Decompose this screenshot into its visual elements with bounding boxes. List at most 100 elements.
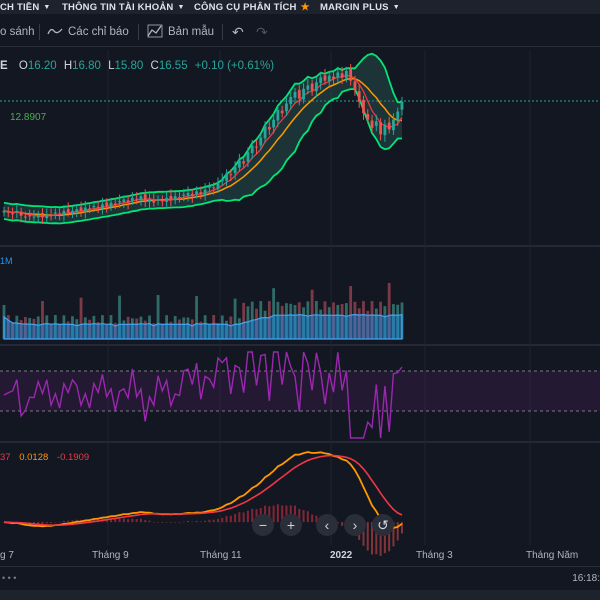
volume-bar: [353, 301, 357, 339]
volume-bar: [289, 303, 293, 339]
candle-body: [41, 212, 44, 218]
candle-body: [96, 206, 100, 208]
volume-bar: [45, 315, 49, 339]
macd-histogram-bar: [379, 522, 382, 556]
indicators-button[interactable]: Các chỉ báo: [47, 18, 129, 46]
volume-bar: [212, 315, 216, 339]
undo-icon[interactable]: ↶: [232, 23, 244, 40]
macd-histogram-bar: [238, 512, 241, 523]
volume-bar: [130, 318, 134, 339]
candle-body: [323, 75, 327, 81]
templates-button[interactable]: Bản mẫu: [147, 18, 214, 46]
volume-bar: [379, 301, 383, 339]
candle-body: [379, 122, 383, 135]
close-label: C: [150, 60, 159, 72]
zoom-out-button[interactable]: −: [252, 514, 274, 536]
macd-histogram-bar: [229, 515, 232, 523]
volume-bar: [199, 321, 203, 339]
candle-body: [71, 210, 74, 214]
nav-item-thong-tin-tai-khoan[interactable]: THÔNG TIN TÀI KHOẢN ▼: [62, 0, 185, 14]
high-value: 16.80: [72, 60, 101, 72]
compare-button[interactable]: o sánh: [0, 18, 35, 46]
time-axis-label: 2022: [330, 550, 353, 561]
macd-histogram-bar: [182, 521, 185, 523]
nav-item-label: CÔNG CỤ PHÂN TÍCH: [194, 1, 297, 13]
low-value: 15.80: [114, 60, 144, 72]
candle-body: [148, 199, 151, 202]
macd-histogram-bar: [67, 520, 70, 523]
candle-body: [306, 85, 310, 90]
macd-histogram-bar: [396, 522, 399, 541]
redo-icon[interactable]: ↷: [256, 23, 268, 40]
nav-item-margin-plus[interactable]: MARGIN PLUS ▼: [320, 0, 400, 14]
candle-body: [383, 124, 387, 136]
macd-histogram-bar: [225, 515, 228, 523]
volume-bar: [259, 301, 263, 339]
candle-body: [237, 160, 241, 168]
volume-bar: [263, 310, 267, 339]
volume-bar: [306, 301, 310, 339]
candle-body: [357, 91, 361, 102]
candle-body: [126, 200, 130, 203]
macd-histogram-bar: [246, 510, 249, 523]
more-icon[interactable]: • • •: [2, 573, 17, 583]
volume-bar: [23, 317, 27, 339]
candle-body: [143, 194, 147, 202]
macd-histogram-bar: [54, 522, 57, 523]
candle-body: [396, 111, 400, 121]
candle-body: [349, 68, 353, 81]
macd-histogram-bar: [169, 522, 172, 523]
volume-bar: [66, 321, 70, 339]
templates-icon: [147, 24, 163, 41]
candle-body: [220, 179, 224, 182]
candle-body: [109, 202, 113, 207]
candle-body: [19, 211, 23, 216]
macd-histogram-bar: [306, 511, 309, 523]
candle-body: [297, 90, 301, 99]
volume-bar: [208, 324, 211, 339]
candle-body: [130, 197, 134, 201]
volume-bar: [92, 315, 96, 339]
volume-bar: [36, 316, 40, 339]
volume-bar: [237, 318, 241, 339]
macd-histogram-bar: [37, 522, 40, 524]
candle-body: [289, 96, 293, 105]
volume-bar: [41, 301, 44, 339]
scroll-right-button[interactable]: ›: [344, 514, 366, 536]
chart-toolbar: o sánh Các chỉ báo Bản mẫu ↶ ↷: [0, 18, 600, 47]
nav-item-cong-cu-phan-tich[interactable]: CÔNG CỤ PHÂN TÍCH ★: [194, 0, 310, 14]
macd-histogram-bar: [105, 518, 108, 523]
volume-bar: [53, 315, 57, 339]
caret-down-icon: ▼: [392, 3, 400, 11]
macd-histogram-bar: [204, 520, 207, 523]
volume-bar: [58, 323, 62, 339]
scroll-left-button[interactable]: ‹: [316, 514, 338, 536]
macd-histogram-bar: [191, 521, 194, 523]
macd-histogram-bar: [371, 522, 374, 555]
candle-body: [122, 199, 126, 202]
nav-item-chuyen-tien[interactable]: CH TIỀN ▼: [0, 0, 51, 14]
macd-histogram-bar: [139, 518, 142, 523]
candle-body: [2, 210, 6, 213]
candle-body: [225, 173, 228, 181]
candle-body: [152, 200, 156, 203]
macd-histogram-bar: [272, 505, 275, 523]
chart-navigation-controls: − + ‹ › ↺: [252, 514, 394, 536]
star-icon: ★: [300, 1, 310, 13]
candle-body: [92, 205, 96, 208]
status-bar: • • • 16:18:: [0, 566, 600, 591]
candles: [2, 64, 404, 225]
volume-bar: [6, 315, 10, 339]
volume-bar: [220, 315, 224, 339]
macd-histogram-bar: [174, 522, 177, 523]
zoom-in-button[interactable]: +: [280, 514, 302, 536]
nav-item-label: CH TIỀN: [0, 1, 40, 13]
volume-bar: [182, 317, 186, 339]
volume-bar: [374, 308, 378, 339]
reset-chart-button[interactable]: ↺: [372, 514, 394, 536]
candle-body: [45, 214, 49, 219]
volume-bar: [315, 301, 318, 339]
volume-bar: [113, 322, 117, 339]
volume-bar: [396, 304, 400, 339]
